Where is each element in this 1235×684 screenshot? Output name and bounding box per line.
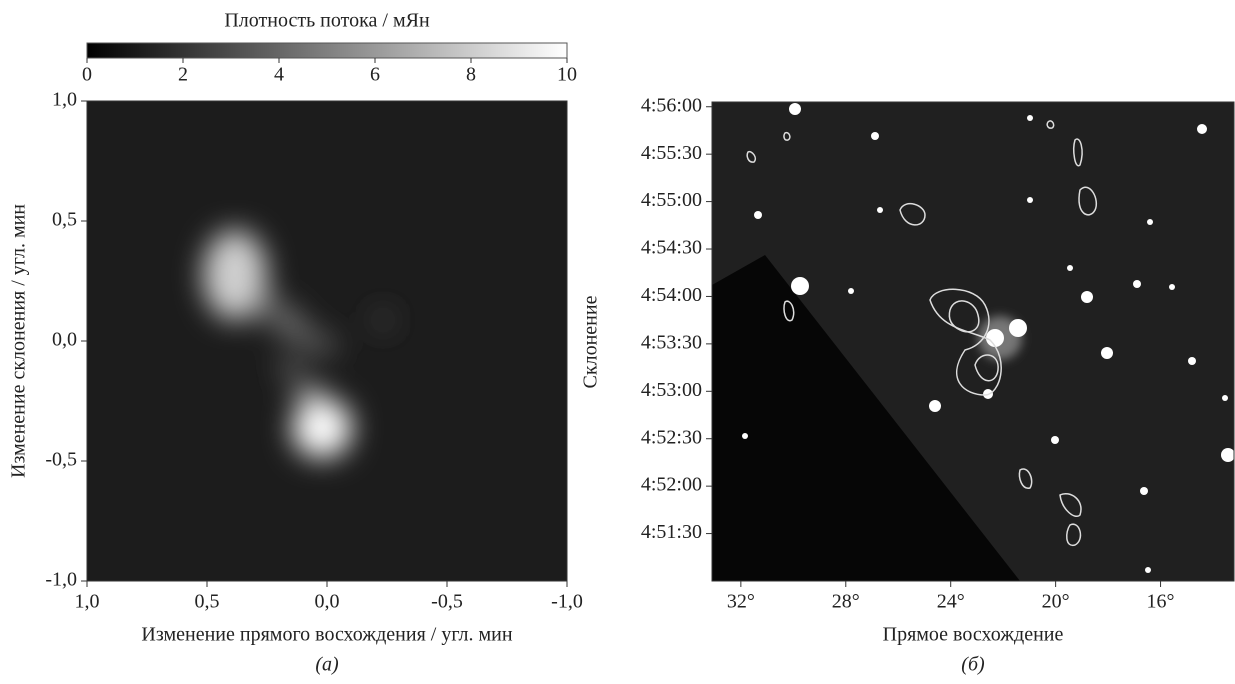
x-tick-label: 0,0 bbox=[315, 591, 340, 613]
x-axis-label: Прямое восхождение bbox=[883, 624, 1064, 646]
colorbar-tick-label: 4 bbox=[274, 64, 284, 86]
caption: (б) bbox=[961, 654, 985, 676]
x-axis-label: Изменение прямого восхождения / угл. мин bbox=[141, 624, 512, 646]
colorbar bbox=[86, 42, 568, 59]
y-tick-label: 4:52:30 bbox=[641, 426, 702, 448]
image-a bbox=[87, 101, 567, 581]
colorbar-tick-label: 6 bbox=[370, 64, 380, 86]
y-tick-label: -0,5 bbox=[45, 449, 77, 471]
colorbar-label: Плотность потока / мЯн bbox=[224, 10, 430, 32]
x-tick-label: 32° bbox=[727, 591, 755, 613]
colorbar-tick-label: 10 bbox=[557, 64, 577, 86]
y-tick-label: 4:54:30 bbox=[641, 237, 702, 259]
colorbar-tick-label: 8 bbox=[466, 64, 476, 86]
x-tick-label: 0,5 bbox=[195, 591, 220, 613]
colorbar-tick-label: 2 bbox=[178, 64, 188, 86]
y-tick-label: -1,0 bbox=[45, 569, 77, 591]
x-tick-label: 1,0 bbox=[75, 591, 100, 613]
frame-b bbox=[711, 101, 1235, 582]
x-tick-label: -1,0 bbox=[551, 591, 583, 613]
y-tick-label: 4:54:00 bbox=[641, 284, 702, 306]
y-axis-label: Склонение bbox=[580, 295, 602, 388]
y-tick-label: 4:51:30 bbox=[641, 521, 702, 543]
y-tick-label: 4:56:00 bbox=[641, 94, 702, 116]
x-tick-label: -0,5 bbox=[431, 591, 463, 613]
caption: (а) bbox=[315, 654, 339, 676]
colorbar-tick-label: 0 bbox=[82, 64, 92, 86]
image-b bbox=[712, 102, 1234, 581]
y-tick-label: 4:55:00 bbox=[641, 189, 702, 211]
y-tick-label: 0,5 bbox=[52, 209, 77, 231]
x-tick-label: 28° bbox=[832, 591, 860, 613]
y-axis-label: Изменение склонения / угл. мин bbox=[8, 204, 30, 478]
y-tick-label: 4:53:00 bbox=[641, 379, 702, 401]
x-tick-label: 20° bbox=[1042, 591, 1070, 613]
y-tick-label: 1,0 bbox=[52, 89, 77, 111]
x-tick-label: 16° bbox=[1147, 591, 1175, 613]
y-tick-label: 4:52:00 bbox=[641, 474, 702, 496]
y-tick-label: 4:53:30 bbox=[641, 331, 702, 353]
y-tick-label: 4:55:30 bbox=[641, 142, 702, 164]
y-tick-label: 0,0 bbox=[52, 329, 77, 351]
x-tick-label: 24° bbox=[937, 591, 965, 613]
